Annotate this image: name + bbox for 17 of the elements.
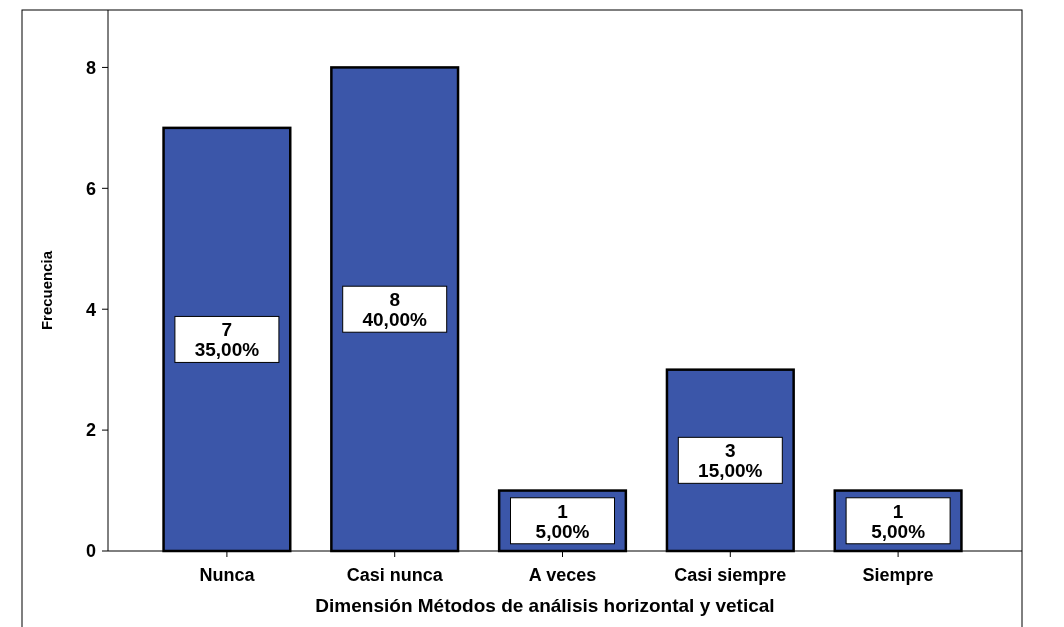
data-label: 1 5,00% — [535, 500, 590, 542]
data-label: 1 5,00% — [871, 500, 926, 542]
data-label: 7 35,00% — [194, 319, 260, 361]
y-tick-label: 6 — [85, 178, 96, 199]
x-tick-label: Siempre — [862, 565, 934, 585]
data-label: 8 40,00% — [362, 289, 428, 331]
x-tick-label: Casi siempre — [674, 565, 787, 585]
x-tick-label: Nunca — [199, 565, 256, 585]
y-tick-label: 2 — [85, 420, 96, 441]
x-tick-label: Casi nunca — [346, 565, 444, 585]
x-axis-title: Dimensión Métodos de análisis horizontal y vetical — [315, 595, 775, 616]
y-tick-label: 8 — [85, 57, 96, 78]
y-tick-label: 4 — [85, 299, 96, 320]
x-tick-label: A veces — [528, 565, 597, 585]
y-axis-title: Frecuencia — [38, 250, 55, 331]
y-tick-label: 0 — [85, 541, 96, 562]
data-label: 3 15,00% — [698, 440, 763, 482]
